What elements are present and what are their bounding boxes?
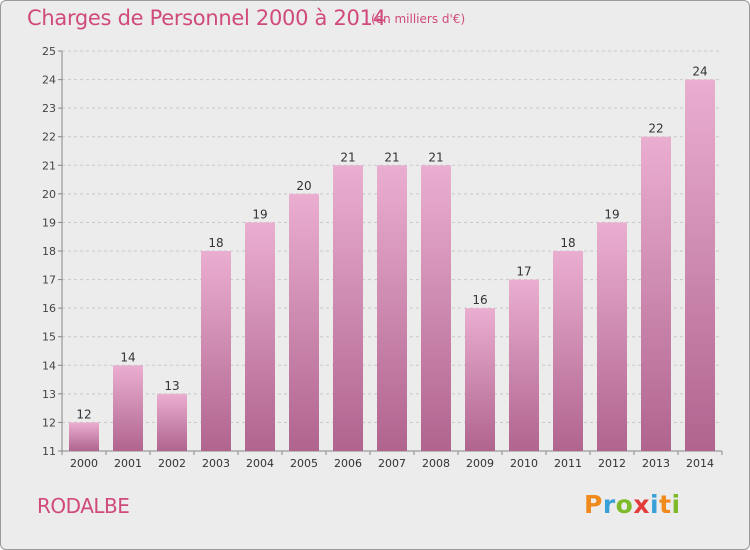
logo-letter: r xyxy=(602,490,616,519)
data-label-2008: 21 xyxy=(428,150,443,164)
y-tick-label: 21 xyxy=(42,159,56,172)
bar-2003 xyxy=(201,251,231,451)
data-label-2010: 17 xyxy=(516,265,531,279)
y-tick-label: 20 xyxy=(42,188,56,201)
y-tick-label: 23 xyxy=(42,102,56,115)
bar-2011 xyxy=(553,251,583,451)
x-tick-label: 2011 xyxy=(554,457,582,470)
bar-2014 xyxy=(685,79,715,452)
data-label-2007: 21 xyxy=(384,150,399,164)
bar-2007 xyxy=(377,165,407,452)
bar-2000 xyxy=(69,422,99,451)
y-tick-label: 12 xyxy=(42,416,56,429)
bars xyxy=(69,79,715,452)
data-label-2009: 16 xyxy=(472,293,487,307)
logo-letter: o xyxy=(615,490,634,519)
x-tick-label: 2008 xyxy=(422,457,450,470)
bar-2013 xyxy=(641,136,671,451)
bar-2006 xyxy=(333,165,363,452)
x-tick-label: 2006 xyxy=(334,457,362,470)
data-label-2011: 18 xyxy=(560,236,575,250)
y-tick-label: 24 xyxy=(42,74,56,87)
x-tick-label: 2007 xyxy=(378,457,406,470)
x-tick-label: 2003 xyxy=(202,457,230,470)
proxiti-logo[interactable]: Proxiti xyxy=(584,490,681,519)
y-tick-label: 16 xyxy=(42,302,56,315)
x-tick-label: 2005 xyxy=(290,457,318,470)
y-tick-label: 14 xyxy=(42,359,56,372)
logo-letter: i xyxy=(671,490,681,519)
bar-2012 xyxy=(597,222,627,451)
data-label-2014: 24 xyxy=(692,65,707,79)
logo-letter: i xyxy=(650,490,660,519)
bar-2010 xyxy=(509,279,539,451)
y-tick-label: 15 xyxy=(42,331,56,344)
data-label-2001: 14 xyxy=(120,350,135,364)
x-tick-label: 2010 xyxy=(510,457,538,470)
bar-2005 xyxy=(289,193,319,451)
commune-name: RODALBE xyxy=(37,494,130,518)
data-label-2003: 18 xyxy=(208,236,223,250)
bar-2002 xyxy=(157,393,187,451)
data-label-2002: 13 xyxy=(164,379,179,393)
bar-2008 xyxy=(421,165,451,452)
y-tick-label: 13 xyxy=(42,388,56,401)
bar-2004 xyxy=(245,222,275,451)
y-tick-label: 25 xyxy=(42,45,56,58)
x-tick-label: 2012 xyxy=(598,457,626,470)
x-tick-label: 2000 xyxy=(70,457,98,470)
logo-letter: t xyxy=(659,490,672,519)
x-tick-label: 2013 xyxy=(642,457,670,470)
y-tick-label: 17 xyxy=(42,274,56,287)
logo-letter: x xyxy=(633,490,650,519)
x-tick-label: 2001 xyxy=(114,457,142,470)
x-tick-label: 2009 xyxy=(466,457,494,470)
chart-title: Charges de Personnel 2000 à 2014 xyxy=(27,6,386,30)
data-label-2013: 22 xyxy=(648,122,663,136)
data-label-2004: 19 xyxy=(252,207,267,221)
data-label-2006: 21 xyxy=(340,150,355,164)
bar-2001 xyxy=(113,365,143,451)
data-label-2000: 12 xyxy=(76,407,91,421)
data-label-2005: 20 xyxy=(296,179,311,193)
y-tick-label: 22 xyxy=(42,131,56,144)
x-tick-label: 2004 xyxy=(246,457,274,470)
logo-letter: P xyxy=(584,490,603,519)
data-label-2012: 19 xyxy=(604,207,619,221)
x-tick-label: 2014 xyxy=(686,457,714,470)
chart-subtitle: (en milliers d'€) xyxy=(371,12,466,26)
bar-2009 xyxy=(465,308,495,451)
y-tick-label: 19 xyxy=(42,216,56,229)
y-tick-label: 18 xyxy=(42,245,56,258)
x-tick-label: 2002 xyxy=(158,457,186,470)
data-labels: 12 14 13 18 19 20 21 21 21 16 17 18 19 22 24 xyxy=(76,65,707,422)
y-tick-label: 11 xyxy=(42,445,56,458)
